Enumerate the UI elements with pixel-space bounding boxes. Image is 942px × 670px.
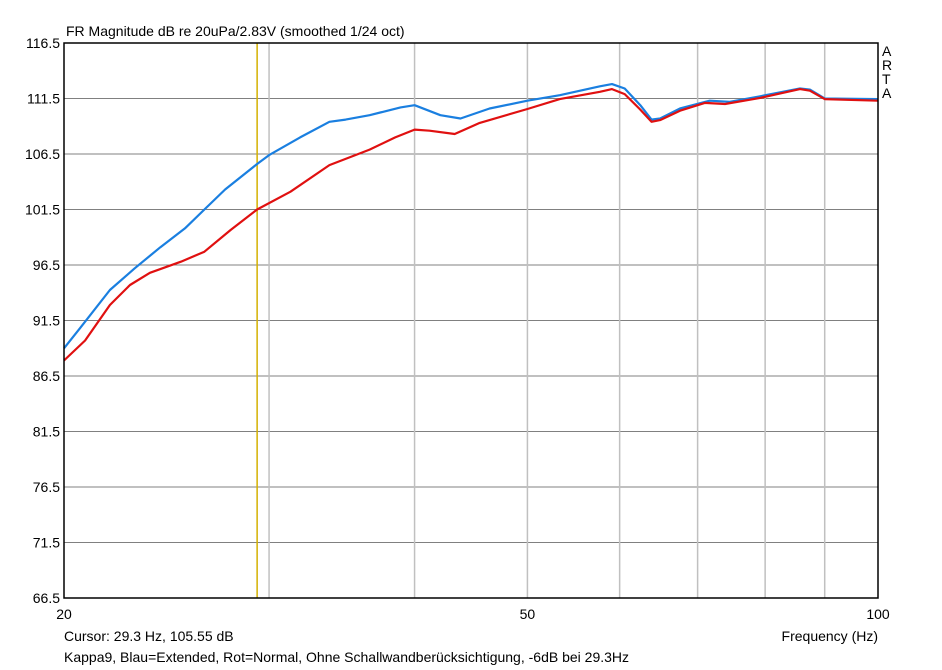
series-line-extended <box>63 82 879 349</box>
y-tick-label: 116.5 <box>26 35 60 51</box>
arta-logo-letter: T <box>882 71 891 87</box>
y-tick-label: 71.5 <box>33 535 60 551</box>
y-tick-label: 111.5 <box>27 91 60 107</box>
x-tick-label: 100 <box>866 606 890 622</box>
y-tick-label: 101.5 <box>25 202 60 218</box>
y-tick-label: 96.5 <box>33 257 60 273</box>
y-tick-label: 66.5 <box>33 590 60 606</box>
arta-logo-letter: A <box>882 85 892 101</box>
cursor-readout: Cursor: 29.3 Hz, 105.55 dB <box>64 628 234 644</box>
y-tick-label: 106.5 <box>25 146 60 162</box>
plot-frame <box>63 42 879 599</box>
x-tick-label: 50 <box>520 606 536 622</box>
y-tick-label: 86.5 <box>33 368 60 384</box>
arta-logo-letter: A <box>882 43 892 59</box>
caption: Kappa9, Blau=Extended, Rot=Normal, Ohne … <box>64 649 629 665</box>
x-tick-label: 20 <box>56 606 72 622</box>
arta-logo-letter: R <box>882 57 892 73</box>
x-axis-label: Frequency (Hz) <box>782 628 878 644</box>
series-line-normal <box>63 87 879 362</box>
y-tick-label: 91.5 <box>33 313 60 329</box>
y-tick-label: 76.5 <box>33 479 60 495</box>
y-tick-label: 81.5 <box>33 424 60 440</box>
chart-title: FR Magnitude dB re 20uPa/2.83V (smoothed… <box>66 23 405 39</box>
